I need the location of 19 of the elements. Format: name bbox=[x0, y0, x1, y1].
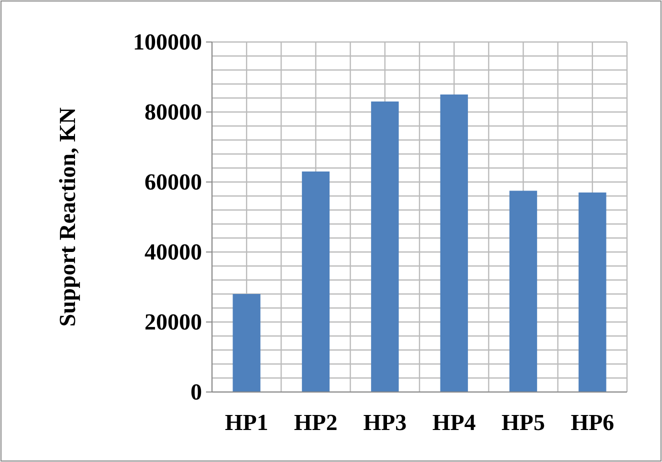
y-tick-label: 20000 bbox=[144, 310, 202, 334]
x-tick-label: HP3 bbox=[363, 410, 407, 435]
bar bbox=[302, 172, 330, 392]
x-tick-label: HP1 bbox=[224, 410, 268, 435]
y-tick-label: 80000 bbox=[144, 100, 202, 124]
x-tick-label: HP5 bbox=[502, 410, 545, 435]
y-tick-label: 0 bbox=[190, 380, 202, 404]
x-tick-label: HP2 bbox=[294, 410, 338, 435]
x-tick-label: HP4 bbox=[432, 410, 476, 435]
y-axis-title: Support Reaction, KN bbox=[55, 107, 80, 327]
bar bbox=[371, 102, 399, 392]
bar bbox=[578, 192, 606, 392]
bar bbox=[440, 94, 468, 392]
y-tick-label: 60000 bbox=[144, 170, 202, 194]
bar bbox=[232, 294, 260, 392]
y-tick-label: 40000 bbox=[144, 240, 202, 264]
bar bbox=[509, 190, 538, 392]
y-tick-label: 100000 bbox=[133, 30, 202, 54]
x-tick-label: HP6 bbox=[570, 410, 614, 435]
